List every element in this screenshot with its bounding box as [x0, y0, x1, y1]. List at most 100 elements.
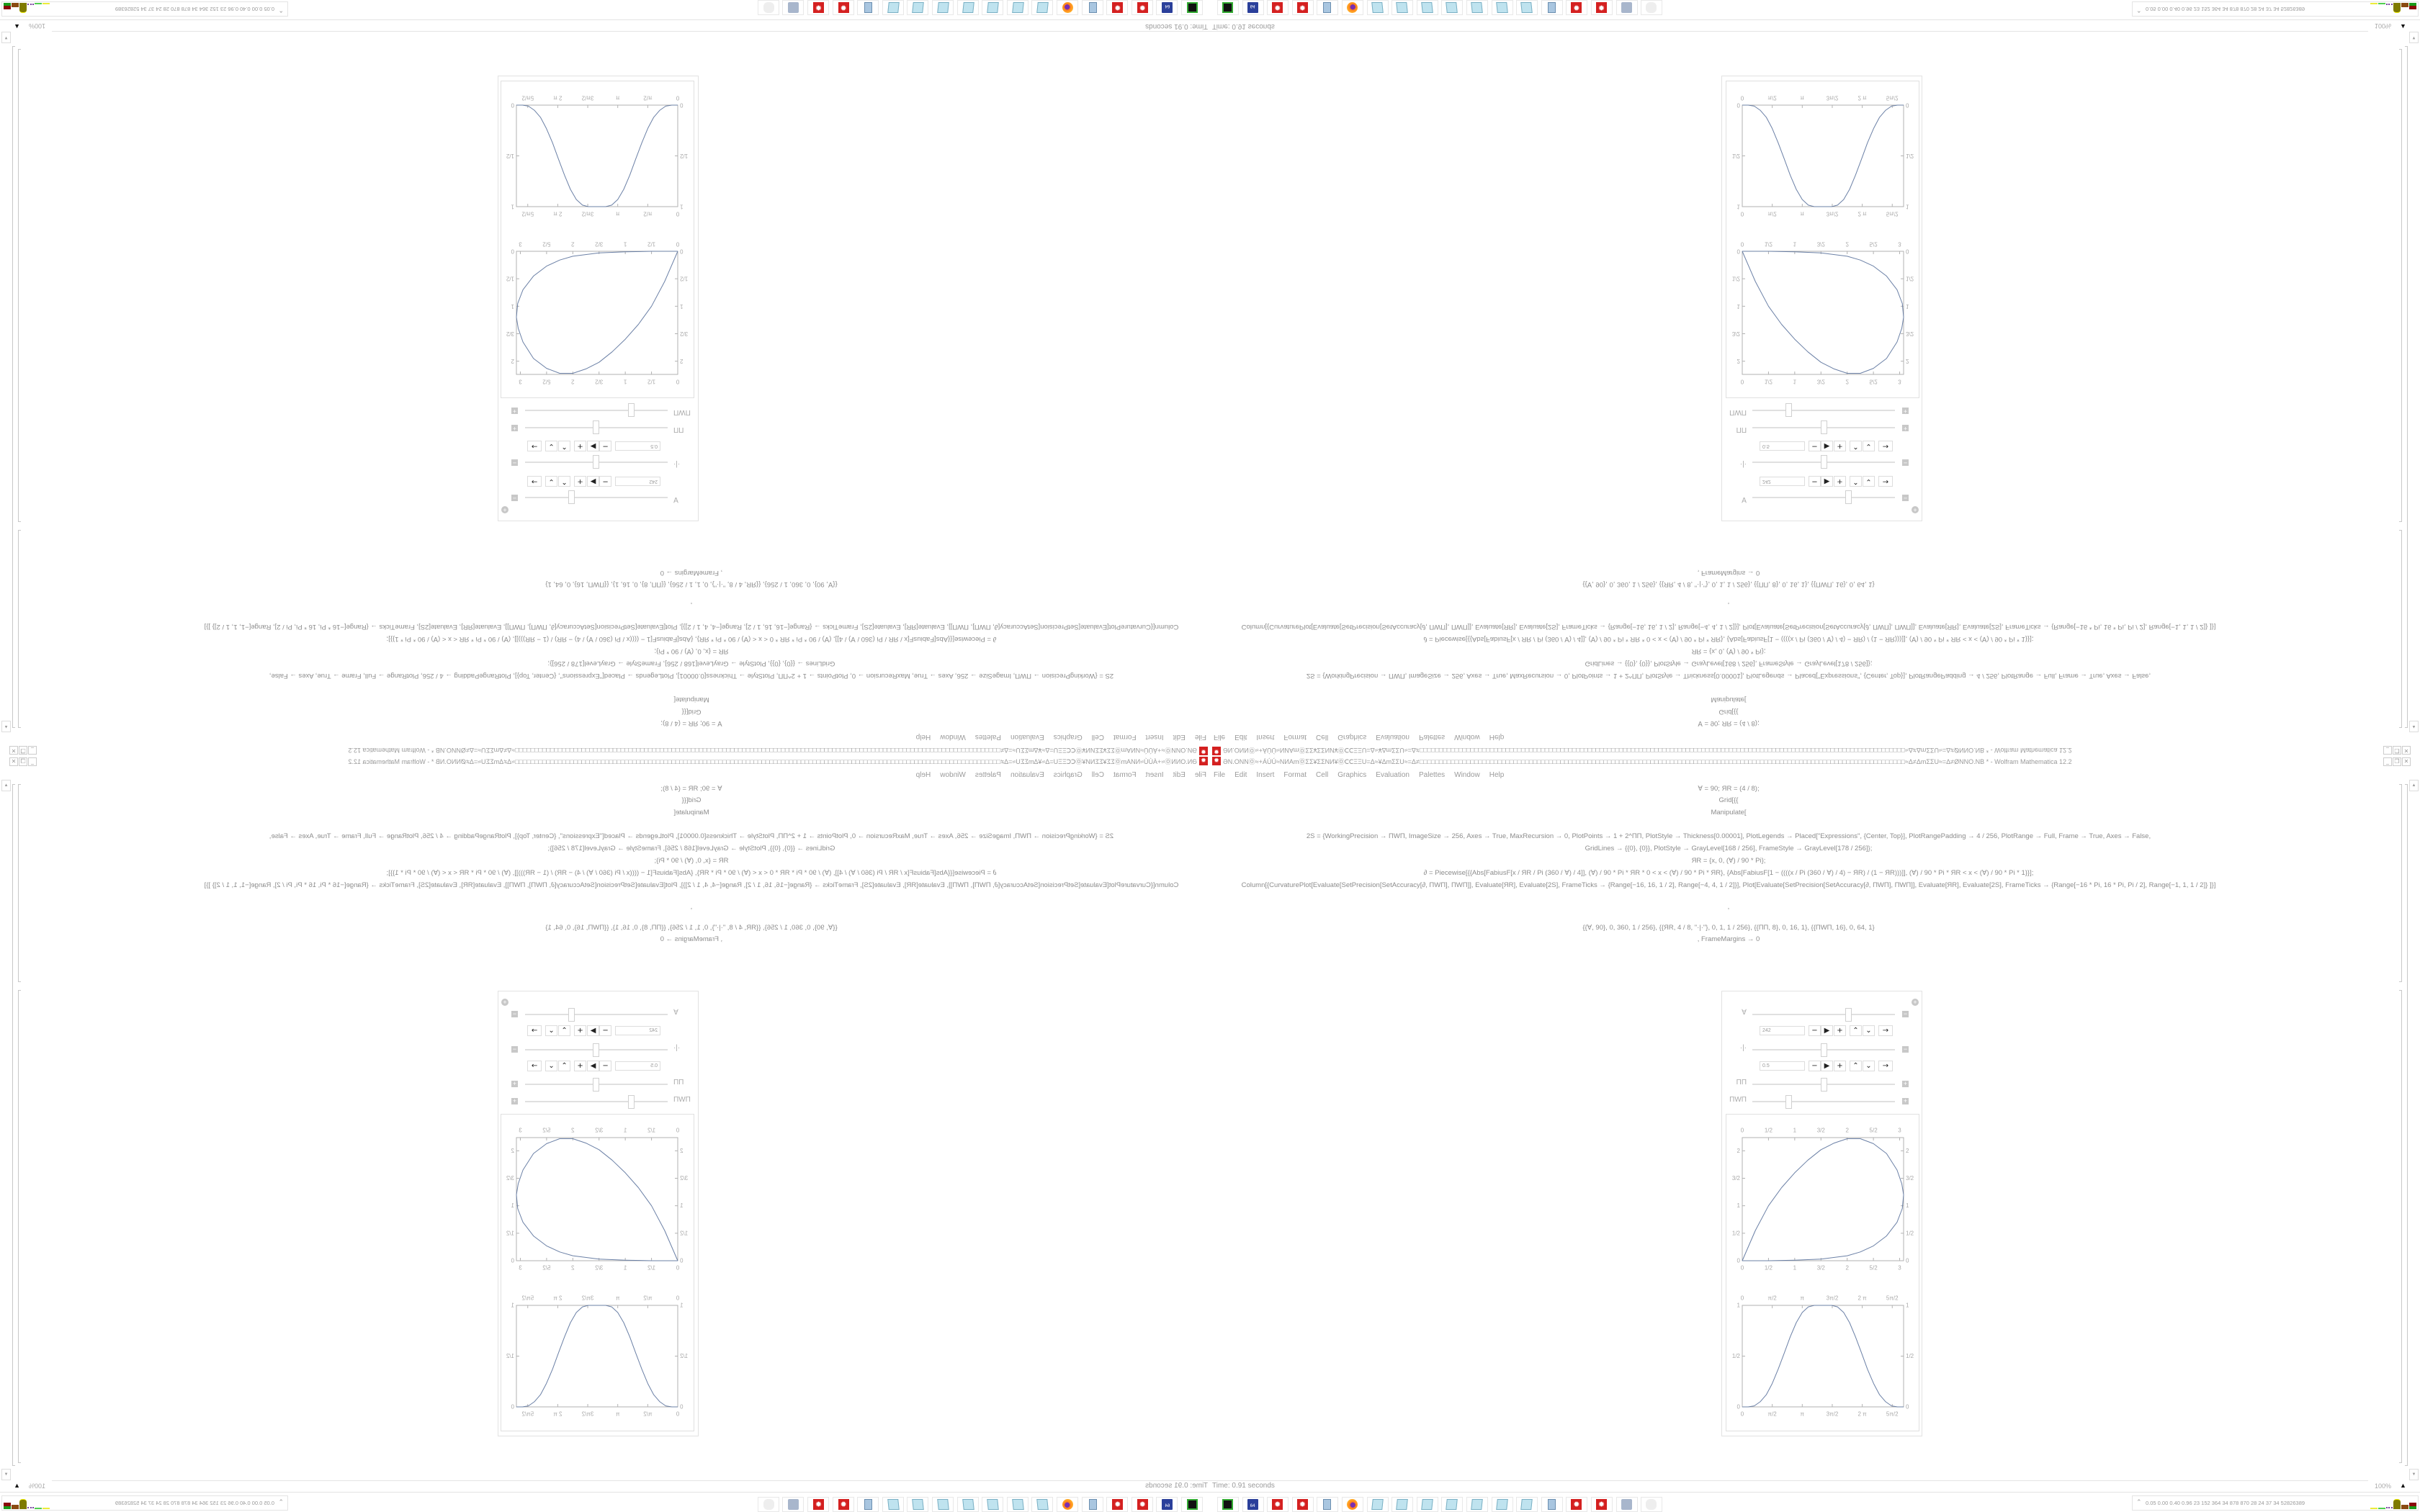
- menu-item-evaluation[interactable]: Evaluation: [1376, 733, 1410, 741]
- step-forward-button[interactable]: +: [574, 476, 586, 487]
- taskbar-button[interactable]: [982, 1497, 1004, 1512]
- faster-button[interactable]: ⌃: [1850, 476, 1862, 487]
- slider-thumb[interactable]: [593, 1078, 599, 1092]
- step-back-button[interactable]: −: [1809, 1025, 1821, 1036]
- taskbar-button[interactable]: ✹: [807, 0, 829, 15]
- direction-button[interactable]: →: [1878, 1061, 1893, 1071]
- slower-button[interactable]: ⌄: [545, 1061, 557, 1071]
- taskbar-button[interactable]: [882, 0, 904, 15]
- menu-item-insert[interactable]: Insert: [1145, 733, 1164, 741]
- expand-controls-button[interactable]: +: [1902, 1097, 1909, 1104]
- menu-item-edit[interactable]: Edit: [1173, 771, 1186, 779]
- direction-button[interactable]: →: [527, 476, 542, 487]
- taskbar-button[interactable]: [982, 0, 1004, 15]
- value-input[interactable]: 0.5: [1760, 441, 1805, 451]
- taskbar-button[interactable]: [1317, 0, 1339, 15]
- restore-button[interactable]: ❐: [19, 746, 27, 755]
- menu-item-insert[interactable]: Insert: [1145, 771, 1164, 779]
- taskbar-button[interactable]: [1641, 1497, 1663, 1512]
- plus-circle-icon[interactable]: +: [501, 999, 508, 1006]
- slower-button[interactable]: ⌄: [545, 441, 557, 451]
- step-forward-button[interactable]: +: [1834, 441, 1846, 451]
- taskbar-button[interactable]: [1342, 1497, 1363, 1512]
- menu-item-palettes[interactable]: Palettes: [974, 733, 1001, 741]
- taskbar-button[interactable]: [857, 0, 879, 15]
- taskbar-button[interactable]: [956, 1497, 979, 1512]
- step-forward-button[interactable]: +: [1834, 1061, 1846, 1071]
- menu-item-file[interactable]: File: [1194, 771, 1206, 779]
- slider-thumb[interactable]: [1785, 403, 1792, 417]
- direction-button[interactable]: →: [527, 1061, 542, 1071]
- taskbar-button[interactable]: [1416, 0, 1438, 15]
- value-input[interactable]: 242: [615, 477, 660, 486]
- play-button[interactable]: ▶: [1821, 1025, 1833, 1036]
- expand-icon[interactable]: ⌃: [2136, 6, 2142, 14]
- menu-item-window[interactable]: Window: [1454, 733, 1480, 741]
- taskbar-button[interactable]: [1031, 1497, 1054, 1512]
- taskbar-button[interactable]: [1641, 0, 1663, 15]
- slider-track[interactable]: [525, 410, 668, 411]
- taskbar-button[interactable]: ✹: [1591, 0, 1613, 15]
- taskbar-button[interactable]: [1441, 0, 1464, 15]
- slower-button[interactable]: ⌄: [1863, 441, 1875, 451]
- direction-button[interactable]: →: [1878, 1025, 1893, 1036]
- faster-button[interactable]: ⌃: [558, 1061, 570, 1071]
- slider-thumb[interactable]: [1785, 1095, 1792, 1109]
- scroll-down-button[interactable]: ▼: [2409, 1469, 2419, 1480]
- taskbar-button[interactable]: [1057, 1497, 1078, 1512]
- faster-button[interactable]: ⌃: [558, 476, 570, 487]
- expand-controls-button[interactable]: +: [511, 1080, 518, 1087]
- cell-bracket[interactable]: [18, 990, 21, 1463]
- menu-item-help[interactable]: Help: [1489, 771, 1505, 779]
- slider-thumb[interactable]: [1821, 1078, 1827, 1092]
- group-bracket[interactable]: [12, 784, 15, 1466]
- menu-item-file[interactable]: File: [1214, 733, 1226, 741]
- taskbar-button[interactable]: [1217, 1497, 1239, 1512]
- taskbar-button[interactable]: [1081, 0, 1103, 15]
- menu-item-cell[interactable]: Cell: [1316, 771, 1329, 779]
- value-input[interactable]: 242: [615, 1026, 660, 1035]
- menu-item-file[interactable]: File: [1214, 771, 1226, 779]
- slider-thumb[interactable]: [1845, 1008, 1852, 1022]
- step-back-button[interactable]: −: [599, 1061, 611, 1071]
- value-input[interactable]: 0.5: [1760, 1061, 1805, 1071]
- taskbar-button[interactable]: [932, 1497, 954, 1512]
- minimize-button[interactable]: _: [28, 757, 37, 766]
- taskbar-button[interactable]: [1366, 0, 1389, 15]
- slider-track[interactable]: [525, 1014, 668, 1015]
- menu-item-file[interactable]: File: [1194, 733, 1206, 741]
- cell-bracket[interactable]: [18, 49, 21, 522]
- scroll-up-button[interactable]: ▲: [1, 721, 11, 732]
- slider-thumb[interactable]: [628, 403, 635, 417]
- plus-circle-icon[interactable]: +: [1912, 506, 1919, 513]
- zoom-level[interactable]: 100%: [2375, 1482, 2392, 1490]
- minimize-button[interactable]: _: [28, 746, 37, 755]
- faster-button[interactable]: ⌃: [558, 441, 570, 451]
- slider-track[interactable]: [525, 497, 668, 498]
- collapse-controls-button[interactable]: −: [1902, 1045, 1909, 1053]
- plus-circle-icon[interactable]: +: [1912, 999, 1919, 1006]
- menu-item-window[interactable]: Window: [940, 771, 966, 779]
- slider-thumb[interactable]: [568, 1008, 575, 1022]
- taskbar-button[interactable]: [907, 1497, 929, 1512]
- taskbar-button[interactable]: ✹: [807, 1497, 829, 1512]
- slider-track[interactable]: [1752, 410, 1895, 411]
- value-input[interactable]: 0.5: [615, 441, 660, 451]
- faster-button[interactable]: ⌃: [1850, 441, 1862, 451]
- collapse-controls-button[interactable]: −: [1902, 459, 1909, 467]
- expand-icon[interactable]: ⌃: [2136, 1498, 2142, 1506]
- taskbar-button[interactable]: [1541, 0, 1563, 15]
- minimize-button[interactable]: _: [2383, 746, 2392, 755]
- menu-item-edit[interactable]: Edit: [1234, 733, 1247, 741]
- restore-button[interactable]: ❐: [2393, 757, 2401, 766]
- taskbar-button[interactable]: ✹: [1267, 1497, 1289, 1512]
- slider-thumb[interactable]: [1821, 420, 1827, 434]
- menu-item-edit[interactable]: Edit: [1173, 733, 1186, 741]
- faster-button[interactable]: ⌃: [558, 1025, 570, 1036]
- slider-thumb[interactable]: [568, 490, 575, 504]
- slider-thumb[interactable]: [1821, 455, 1827, 469]
- menu-item-evaluation[interactable]: Evaluation: [1010, 771, 1044, 779]
- step-back-button[interactable]: −: [599, 441, 611, 451]
- faster-button[interactable]: ⌃: [1850, 1061, 1862, 1071]
- slider-thumb[interactable]: [593, 1043, 599, 1057]
